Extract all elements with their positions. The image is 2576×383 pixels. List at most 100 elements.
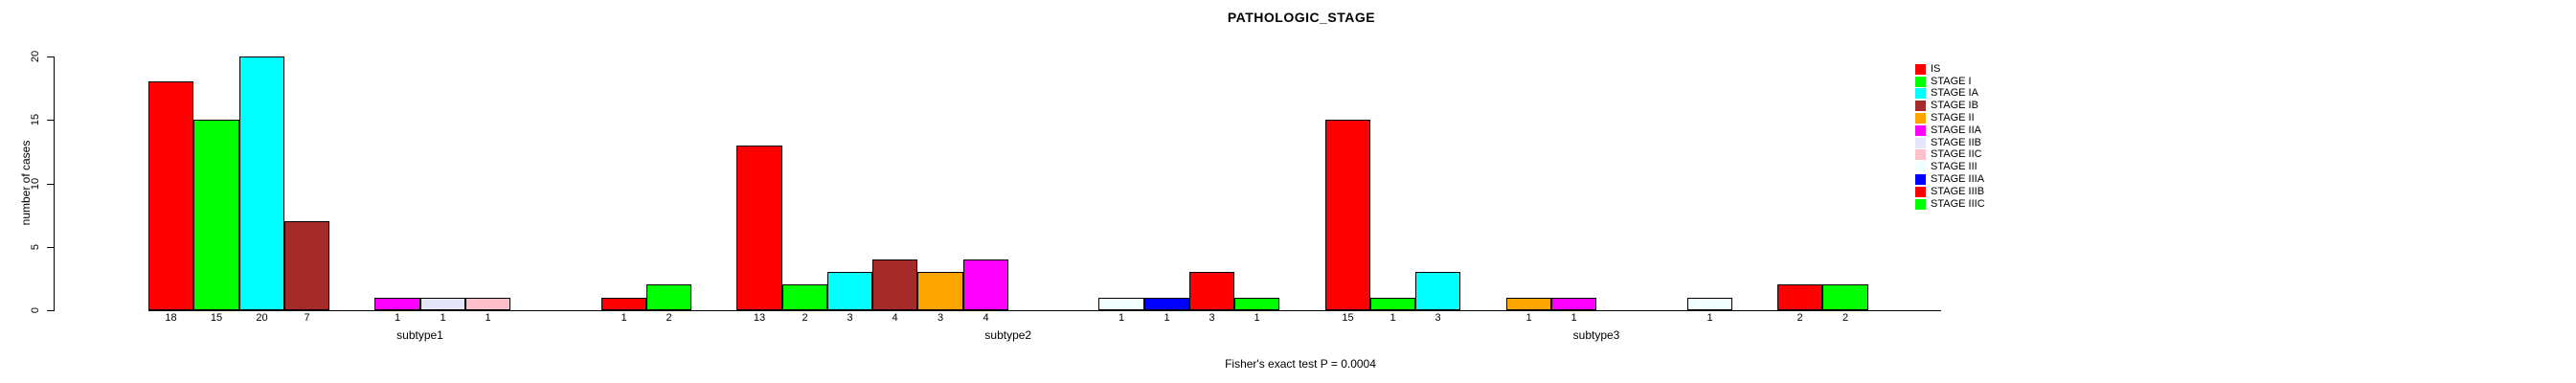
legend-swatch-stage-ib xyxy=(1915,101,1926,112)
y-tick xyxy=(47,310,55,311)
bar-value-label: 1 xyxy=(1706,312,1713,324)
legend-item-label: STAGE IIIC xyxy=(1931,197,1985,210)
bar-value-label: 1 xyxy=(1164,312,1170,324)
group-label-subtype3: subtype3 xyxy=(1572,328,1620,342)
bar-subtype3-stage-iiic xyxy=(1822,284,1868,310)
legend-swatch-stage-iii xyxy=(1915,162,1926,173)
legend-item-label: STAGE IA xyxy=(1931,87,1978,100)
legend-item-stage-iiia: STAGE IIIA xyxy=(1915,173,1985,186)
bar-value-label: 3 xyxy=(1435,312,1441,324)
bar-value-label: 15 xyxy=(210,312,223,324)
bar-subtype2-stage-iia xyxy=(963,259,1008,310)
legend-item-label: STAGE IIIB xyxy=(1931,185,1985,197)
bar-subtype1-stage-iiib xyxy=(601,298,646,310)
bar-value-label: 3 xyxy=(1209,312,1215,324)
bar-value-label: 15 xyxy=(1342,312,1354,324)
bar-value-label: 13 xyxy=(753,312,766,324)
bar-subtype3-stage-ia xyxy=(1415,272,1460,310)
bar-subtype1-stage-iiic xyxy=(646,284,691,310)
bar-value-label: 1 xyxy=(1525,312,1532,324)
bar-value-label: 2 xyxy=(666,312,672,324)
legend-item-stage-iiic: STAGE IIIC xyxy=(1915,198,1985,211)
bar-value-label: 1 xyxy=(621,312,627,324)
group-label-subtype1: subtype1 xyxy=(396,328,443,342)
chart-title: PATHOLOGIC_STAGE xyxy=(1227,10,1376,25)
group-label-subtype2: subtype2 xyxy=(984,328,1032,342)
legend-item-stage-iiib: STAGE IIIB xyxy=(1915,186,1985,198)
bar-subtype2-stage-ia xyxy=(827,272,872,310)
legend-swatch-is xyxy=(1915,63,1926,75)
bar-value-label: 1 xyxy=(1570,312,1577,324)
bar-value-label: 3 xyxy=(937,312,944,324)
legend-item-label: STAGE IIA xyxy=(1931,124,1981,136)
legend-swatch-stage-ii xyxy=(1915,113,1926,124)
bar-subtype3-stage-iiib xyxy=(1777,284,1822,310)
y-tick xyxy=(47,120,55,121)
bar-subtype1-stage-i xyxy=(193,120,239,310)
bar-subtype2-stage-iiib xyxy=(1189,272,1234,310)
bar-value-label: 3 xyxy=(847,312,853,324)
legend-item-stage-iia: STAGE IIA xyxy=(1915,124,1985,137)
bar-value-label: 1 xyxy=(1254,312,1260,324)
legend-swatch-stage-iic xyxy=(1915,149,1926,161)
legend-swatch-stage-iiia xyxy=(1915,174,1926,186)
bar-value-label: 1 xyxy=(394,312,401,324)
legend-item-label: STAGE IB xyxy=(1931,100,1978,112)
legend-item-label: STAGE III xyxy=(1931,161,1977,173)
y-tick-label: 0 xyxy=(30,306,41,314)
bar-subtype1-stage-iib xyxy=(420,298,465,310)
bar-value-label: 18 xyxy=(165,312,177,324)
bar-subtype2-stage-i xyxy=(782,284,827,310)
legend-item-stage-iii: STAGE III xyxy=(1915,161,1985,173)
bar-subtype3-stage-ii xyxy=(1506,298,1551,310)
bar-subtype2-stage-iiia xyxy=(1144,298,1189,310)
bar-value-label: 20 xyxy=(256,312,268,324)
bar-subtype1-stage-ia xyxy=(239,56,284,310)
legend-item-stage-iic: STAGE IIC xyxy=(1915,149,1985,162)
y-tick-label: 5 xyxy=(30,243,41,251)
bar-subtype3-is xyxy=(1325,120,1370,310)
y-tick xyxy=(47,247,55,248)
legend-item-stage-iib: STAGE IIB xyxy=(1915,137,1985,149)
bar-subtype2-stage-ii xyxy=(917,272,963,310)
bar-value-label: 1 xyxy=(1118,312,1125,324)
legend-item-is: IS xyxy=(1915,63,1985,76)
y-tick-label: 10 xyxy=(30,177,41,191)
legend-item-stage-i: STAGE I xyxy=(1915,76,1985,88)
bar-subtype2-stage-iiic xyxy=(1234,298,1279,310)
bar-subtype2-stage-iii xyxy=(1098,298,1144,310)
legend-item-label: STAGE II xyxy=(1931,112,1975,124)
legend-swatch-stage-iib xyxy=(1915,137,1926,148)
legend-item-stage-ii: STAGE II xyxy=(1915,112,1985,124)
bar-subtype3-stage-iii xyxy=(1687,298,1732,310)
bar-value-label: 1 xyxy=(485,312,491,324)
bar-value-label: 4 xyxy=(892,312,898,324)
y-tick xyxy=(47,184,55,185)
bar-value-label: 2 xyxy=(802,312,808,324)
stat-test-note: Fisher's exact test P = 0.0004 xyxy=(1225,357,1376,371)
legend-swatch-stage-iiic xyxy=(1915,198,1926,210)
legend-item-stage-ib: STAGE IB xyxy=(1915,100,1985,112)
legend-swatch-stage-iiib xyxy=(1915,186,1926,197)
y-tick-label: 15 xyxy=(30,113,41,126)
legend-item-stage-ia: STAGE IA xyxy=(1915,88,1985,101)
bar-subtype1-stage-ib xyxy=(284,221,329,310)
legend-swatch-stage-ia xyxy=(1915,88,1926,100)
bar-value-label: 4 xyxy=(983,312,989,324)
bar-value-label: 2 xyxy=(1842,312,1849,324)
legend: IS STAGE I STAGE IA STAGE IB STAGE II STAGE I… xyxy=(1915,63,1985,211)
bar-subtype1-stage-iia xyxy=(374,298,420,310)
bar-value-label: 1 xyxy=(1390,312,1396,324)
legend-swatch-stage-i xyxy=(1915,76,1926,87)
bar-subtype3-stage-i xyxy=(1370,298,1415,310)
bar-subtype2-stage-ib xyxy=(872,259,917,310)
legend-item-label: STAGE IIB xyxy=(1931,136,1981,148)
legend-item-label: STAGE IIIA xyxy=(1931,173,1985,186)
legend-swatch-stage-iia xyxy=(1915,124,1926,136)
y-tick xyxy=(47,56,55,57)
x-axis-line xyxy=(148,310,1941,311)
legend-item-label: IS xyxy=(1931,62,1941,75)
bar-value-label: 7 xyxy=(304,312,310,324)
bar-subtype2-is xyxy=(736,146,782,310)
